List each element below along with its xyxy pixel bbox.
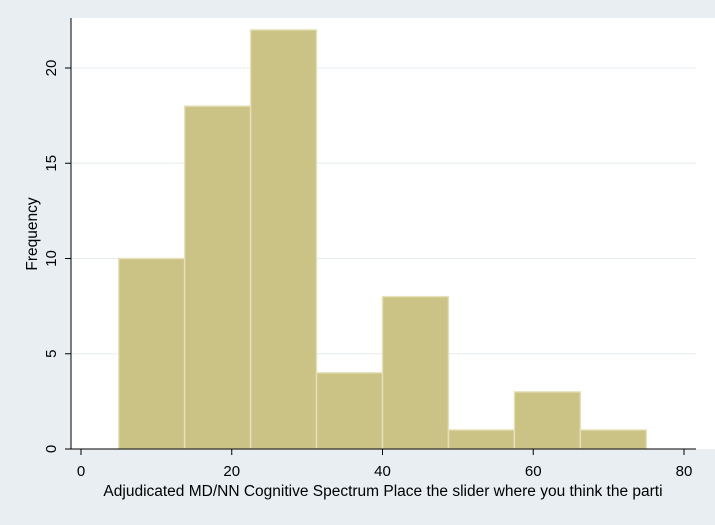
histogram-bar-7 <box>513 391 582 450</box>
histogram-bar-6 <box>447 429 516 450</box>
y-tick-label-15: 15 <box>43 155 60 172</box>
x-tick-label-20: 20 <box>223 463 240 480</box>
x-tick-label-0: 0 <box>77 463 85 480</box>
histogram-bar-1 <box>117 257 186 450</box>
tick-marks <box>65 67 685 455</box>
histogram-bar-2 <box>183 105 252 450</box>
histogram-bar-3 <box>249 29 318 450</box>
tick-labels: 0 20 40 60 80 0 5 10 15 20 <box>43 60 692 480</box>
axes <box>70 18 696 450</box>
x-axis-title: Adjudicated MD/NN Cognitive Spectrum Pla… <box>103 483 662 500</box>
y-axis-title: Frequency <box>24 197 41 270</box>
y-tick-label-20: 20 <box>43 60 60 77</box>
x-tick-label-40: 40 <box>374 463 391 480</box>
y-tick-label-10: 10 <box>43 250 60 267</box>
y-tick-label-0: 0 <box>43 445 60 453</box>
x-tick-label-60: 60 <box>525 463 542 480</box>
histogram-bar-4 <box>315 372 384 450</box>
histogram-bar-5 <box>381 295 450 450</box>
histogram-bar-8 <box>579 429 648 450</box>
x-tick-label-80: 80 <box>676 463 693 480</box>
y-tick-label-5: 5 <box>43 350 60 358</box>
